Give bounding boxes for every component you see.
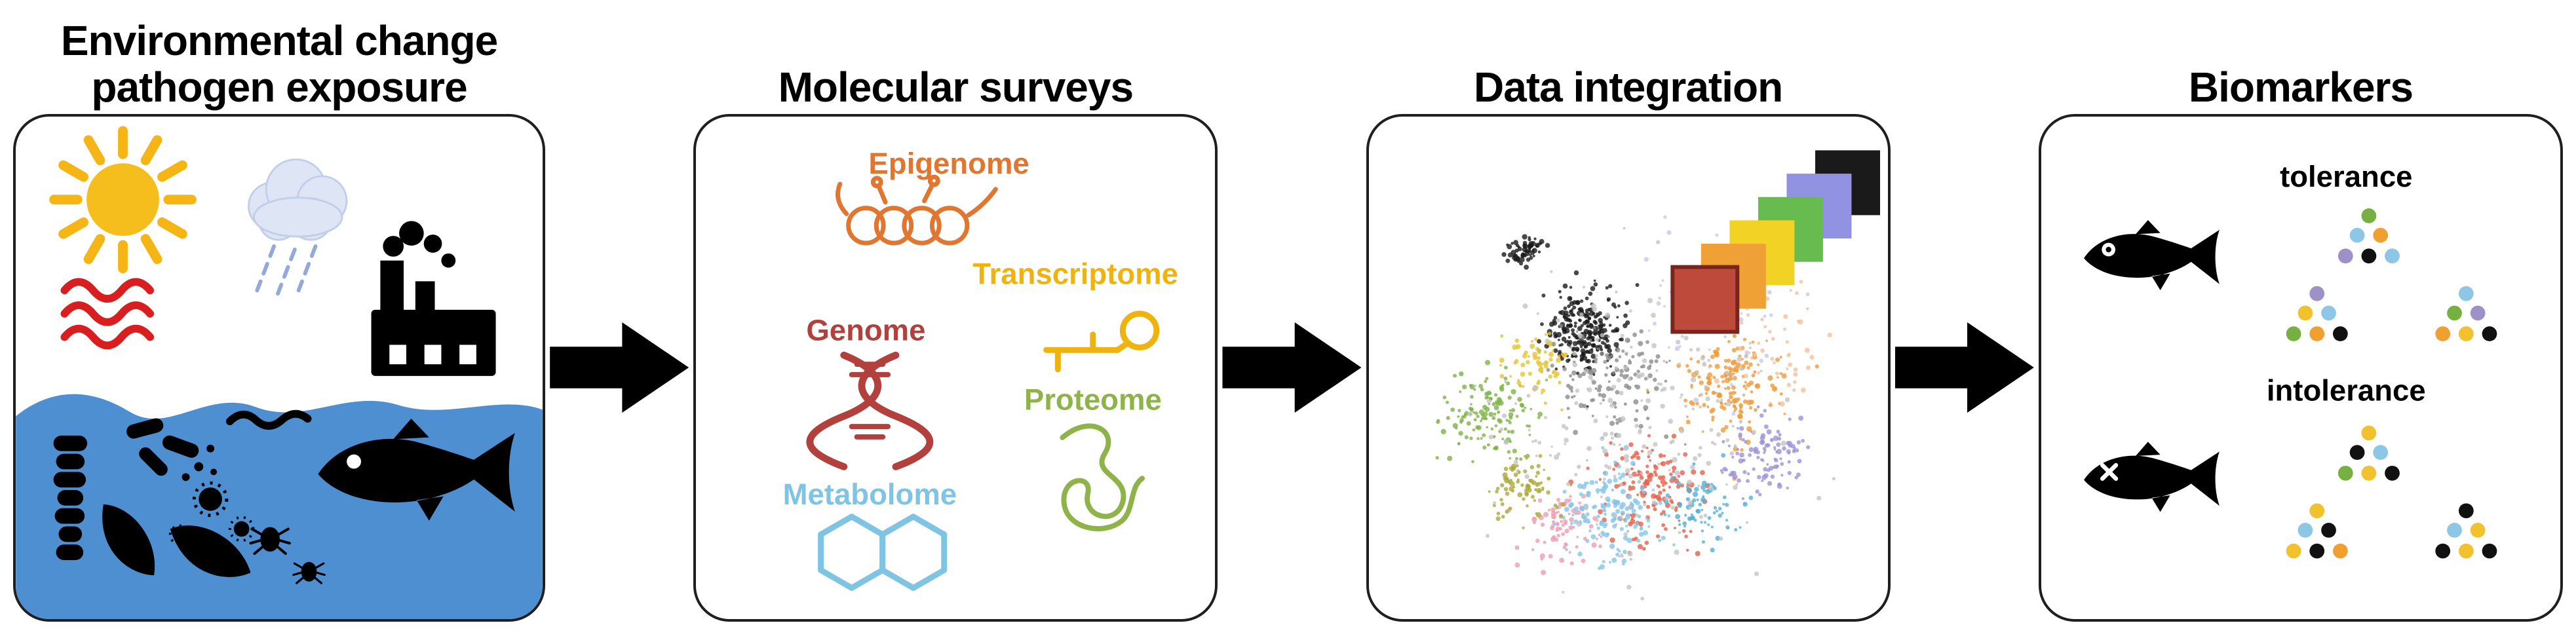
biomarkers-box: tolerance intolerance: [2038, 114, 2563, 622]
transcriptome-icon: [1043, 311, 1160, 373]
heat-waves-icon: [60, 278, 154, 350]
panel-title-integration: Data integration: [1366, 0, 1891, 110]
factory-icon: [371, 221, 496, 376]
genome-icon: [806, 351, 934, 470]
environment-illustration: [16, 126, 543, 619]
parasite-icons: [249, 527, 326, 584]
tolerant-fish-icon: [2083, 219, 2220, 291]
tube-worm-icon: [53, 435, 88, 560]
flow-arrow-1: [550, 322, 689, 413]
genome-label: Genome: [807, 313, 926, 347]
integration-illustration: [1435, 150, 1880, 601]
mussels-icon: [102, 504, 251, 577]
aquatic-silhouettes: [53, 409, 515, 584]
panel-data-integration: Data integration: [1366, 0, 1891, 622]
tolerance-dot-cluster-3: [2435, 286, 2497, 341]
network-point-cloud: [1435, 215, 1836, 601]
worm-icon: [225, 409, 312, 430]
bacteria-icon: [126, 418, 217, 482]
environment-box: [13, 114, 545, 622]
flow-arrow-3: [1894, 322, 2034, 413]
epigenome-label: Epigenome: [869, 147, 1029, 180]
proteome-label: Proteome: [1024, 383, 1162, 416]
panel-title-environment: Environmental change pathogen exposure: [13, 0, 545, 110]
sea-water: [16, 394, 543, 619]
panel-molecular-surveys: Molecular surveys Epigenome Transcriptom…: [693, 0, 1218, 622]
tolerance-label: tolerance: [2280, 160, 2412, 193]
molecular-box: Epigenome Transcriptome G: [693, 114, 1218, 622]
intolerance-dot-cluster-1: [2337, 425, 2400, 481]
panel-title: Data integration: [1474, 63, 1783, 111]
intolerant-fish-icon: [2083, 442, 2220, 512]
biomarkers-illustration: tolerance intolerance: [2083, 160, 2497, 559]
molecular-illustration: Epigenome Transcriptome G: [783, 147, 1179, 591]
panel-title: Molecular surveys: [778, 63, 1134, 111]
panel-title: Biomarkers: [2188, 63, 2413, 111]
panel-title-biomarkers: Biomarkers: [2039, 0, 2563, 110]
metabolome-label: Metabolome: [783, 478, 957, 511]
panel-title-line-1: Environmental change: [60, 17, 498, 65]
omics-layer-stack: [1670, 150, 1880, 334]
intolerance-label: intolerance: [2267, 373, 2426, 407]
intolerance-dot-cluster-3: [2435, 503, 2497, 559]
panel-title-molecular: Molecular surveys: [693, 0, 1218, 110]
rain-cloud-icon: [248, 158, 348, 296]
rain-lines: [255, 244, 318, 296]
dead-eye-x-icon: [2100, 463, 2119, 482]
flow-arrow-2: [1222, 322, 1362, 413]
panel-environment: Environmental change pathogen exposure: [13, 0, 545, 622]
panel-title-line-2: pathogen exposure: [91, 63, 467, 111]
panel-biomarkers: Biomarkers tolerance intolerance: [2038, 0, 2563, 622]
fish-silhouette: [318, 418, 515, 521]
epigenome-icon: [836, 174, 999, 246]
tolerance-dot-cluster-1: [2337, 208, 2400, 264]
tolerance-dot-cluster-2: [2286, 286, 2348, 341]
intolerance-dot-cluster-2: [2286, 503, 2348, 559]
transcriptome-label: Transcriptome: [973, 257, 1179, 290]
sun-icon: [49, 126, 197, 274]
proteome-icon: [1060, 423, 1145, 531]
integration-box: [1366, 114, 1891, 622]
metabolome-icon: [818, 514, 948, 591]
